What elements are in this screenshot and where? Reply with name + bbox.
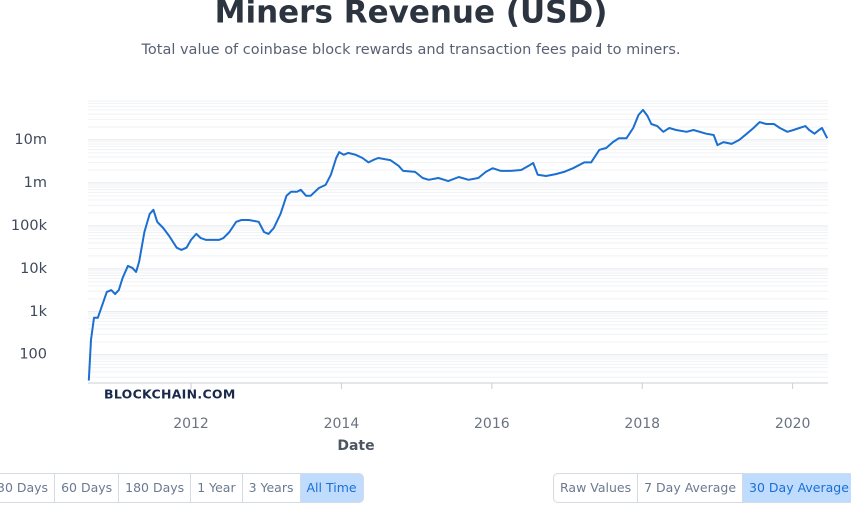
range-buttons: 30 Days 60 Days 180 Days 1 Year 3 Years All T… bbox=[0, 473, 364, 503]
y-tick-label: 1k bbox=[29, 304, 47, 320]
toggle-button[interactable]: 1 Year bbox=[190, 473, 243, 503]
toggle-button[interactable]: All Time bbox=[299, 473, 364, 503]
average-buttons: Raw Values 7 Day Average 30 Day Average bbox=[553, 473, 851, 503]
toggle-button[interactable]: 3 Years bbox=[241, 473, 301, 503]
chart: Miners Revenue (USD) Total value of coin… bbox=[11, 0, 829, 454]
toggle-button[interactable]: Raw Values bbox=[553, 473, 639, 503]
x-tick-label: 2018 bbox=[624, 416, 660, 432]
chart-title: Miners Revenue (USD) bbox=[215, 0, 608, 31]
y-tick-label: 10k bbox=[20, 261, 47, 277]
toggle-button[interactable]: 180 Days bbox=[118, 473, 192, 503]
series-line bbox=[87, 108, 829, 381]
x-axis-label: Date bbox=[337, 438, 374, 454]
x-tick-label: 2014 bbox=[324, 416, 360, 432]
toggle-button[interactable]: 30 Days bbox=[0, 473, 56, 503]
x-tick-label: 2016 bbox=[474, 416, 510, 432]
x-tick-label: 2012 bbox=[173, 416, 209, 432]
grid bbox=[88, 100, 828, 378]
chart-subtitle: Total value of coinbase block rewards an… bbox=[141, 42, 681, 58]
y-tick-label: 1m bbox=[24, 175, 47, 191]
y-tick-label: 100 bbox=[19, 347, 47, 363]
x-tick-label: 2020 bbox=[775, 416, 811, 432]
toggle-button[interactable]: 30 Day Average bbox=[742, 473, 851, 503]
y-tick-label: 10m bbox=[14, 132, 47, 148]
y-tick-label: 100k bbox=[11, 218, 48, 234]
watermark: BLOCKCHAIN.COM bbox=[104, 387, 236, 402]
toggle-button[interactable]: 7 Day Average bbox=[637, 473, 744, 503]
toggle-button[interactable]: 60 Days bbox=[54, 473, 120, 503]
